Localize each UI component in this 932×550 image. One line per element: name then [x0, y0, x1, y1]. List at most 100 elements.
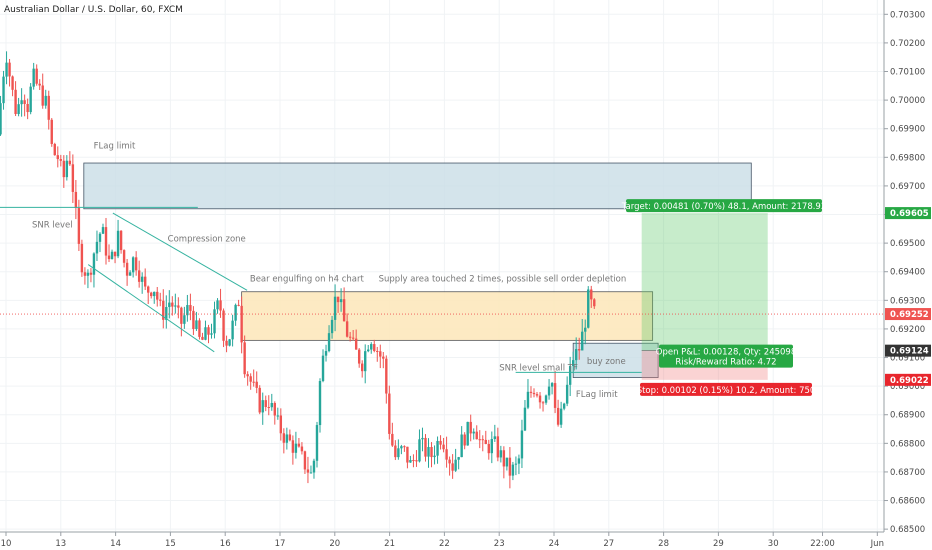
candle-body	[267, 407, 270, 409]
target-price-tag: 0.69605	[885, 207, 931, 220]
candle	[246, 371, 249, 386]
candle	[14, 81, 17, 117]
candle	[62, 155, 66, 188]
candle-body	[321, 355, 325, 382]
candle-body	[424, 437, 427, 457]
candle-body	[35, 68, 38, 84]
time-axis[interactable]: 10 13 14 15 16 17 20 21 22 23 24 27 28 29 30 22:00 Jun	[0, 531, 932, 550]
time-tick-label: 14	[110, 539, 121, 549]
candle-body	[544, 395, 548, 403]
candle	[44, 89, 47, 109]
candle	[505, 457, 509, 471]
candle-body	[376, 350, 379, 352]
candle	[568, 356, 572, 397]
candle	[41, 73, 44, 109]
candle	[279, 408, 283, 441]
candle	[122, 249, 126, 268]
compression-upper-line	[112, 212, 248, 291]
candle	[26, 98, 29, 120]
candle	[5, 51, 8, 85]
candle	[162, 289, 165, 329]
chart-title: Australian Dollar / U.S. Dollar, 60, FXC…	[4, 5, 183, 15]
candle-body	[282, 433, 286, 443]
candle	[424, 434, 427, 462]
candle-body	[499, 450, 503, 458]
position-tool[interactable]: Target: 0.00481 (0.70%) 48.1, Amount: 21…	[621, 199, 827, 396]
candle	[150, 291, 153, 299]
candle-body	[487, 444, 490, 454]
candle	[180, 306, 183, 337]
candle	[156, 286, 159, 307]
candle	[581, 319, 584, 351]
candle	[496, 427, 500, 462]
candle	[192, 306, 195, 335]
candle-body	[532, 392, 536, 395]
time-tick-label: 24	[549, 539, 560, 549]
candle	[68, 151, 72, 166]
candle	[327, 325, 331, 353]
candle	[11, 75, 14, 97]
candle	[147, 285, 150, 304]
candle	[177, 297, 180, 319]
candle	[234, 303, 237, 326]
candle-body	[180, 307, 183, 324]
price-tick-label: 0.68700	[890, 468, 925, 478]
candle	[0, 95, 2, 136]
bear-engulfing-label: Bear engulfing on h4 chart	[250, 275, 365, 285]
candle	[315, 421, 319, 468]
price-axis[interactable]: 0.68500 0.68600 0.68700 0.68800 0.68900 0.690…	[883, 0, 932, 550]
candle	[29, 83, 32, 115]
candle-body	[571, 360, 575, 367]
supply-area-label: Supply area touched 2 times, possible se…	[379, 275, 627, 285]
candle	[240, 296, 243, 354]
candle	[391, 422, 394, 447]
candle	[207, 324, 210, 344]
candle-body	[68, 160, 72, 165]
candle-body	[261, 400, 264, 413]
candle-body	[339, 299, 343, 303]
time-tick-label: 30	[768, 539, 779, 549]
candle	[213, 301, 216, 339]
candle	[523, 399, 527, 432]
candle	[439, 435, 442, 450]
candle	[23, 94, 26, 117]
candle-body	[213, 309, 216, 334]
time-tick-label: 10	[1, 539, 12, 549]
candle	[98, 232, 102, 253]
candle	[333, 284, 337, 332]
last-price-tag: 0.69124	[885, 344, 931, 357]
candle-body	[330, 319, 334, 334]
annotations: FLag limit SNR level Compression zone Bear …	[32, 142, 626, 400]
stop-label-bg	[640, 382, 812, 396]
time-tick-label: 16	[220, 539, 231, 549]
price-tick-label: 0.69400	[890, 268, 925, 278]
candle-body	[478, 439, 481, 441]
pnl-label: Open P&L: 0.00128, Qty: 245098Risk/Rewar…	[656, 344, 796, 368]
time-tick-label: 23	[494, 539, 505, 549]
candle	[270, 393, 273, 411]
candle	[168, 290, 171, 319]
candle	[86, 269, 90, 289]
time-tick-label: 22	[439, 539, 450, 549]
price-tick-label: 0.68800	[890, 439, 925, 449]
candle-body	[400, 446, 403, 449]
candle-body	[394, 445, 397, 458]
candle	[550, 382, 554, 395]
candle-body	[71, 164, 75, 192]
candle-body	[367, 349, 370, 352]
candle	[436, 436, 439, 464]
candle	[318, 378, 322, 433]
candle	[348, 331, 352, 342]
candle	[370, 342, 373, 354]
candle-body	[578, 349, 581, 351]
candle	[231, 314, 234, 347]
candle	[330, 315, 334, 339]
candle-body	[0, 103, 2, 135]
candle-body	[276, 415, 280, 417]
candle	[8, 58, 11, 87]
candle	[321, 349, 325, 383]
candle-body	[62, 160, 66, 178]
candle	[128, 270, 132, 276]
